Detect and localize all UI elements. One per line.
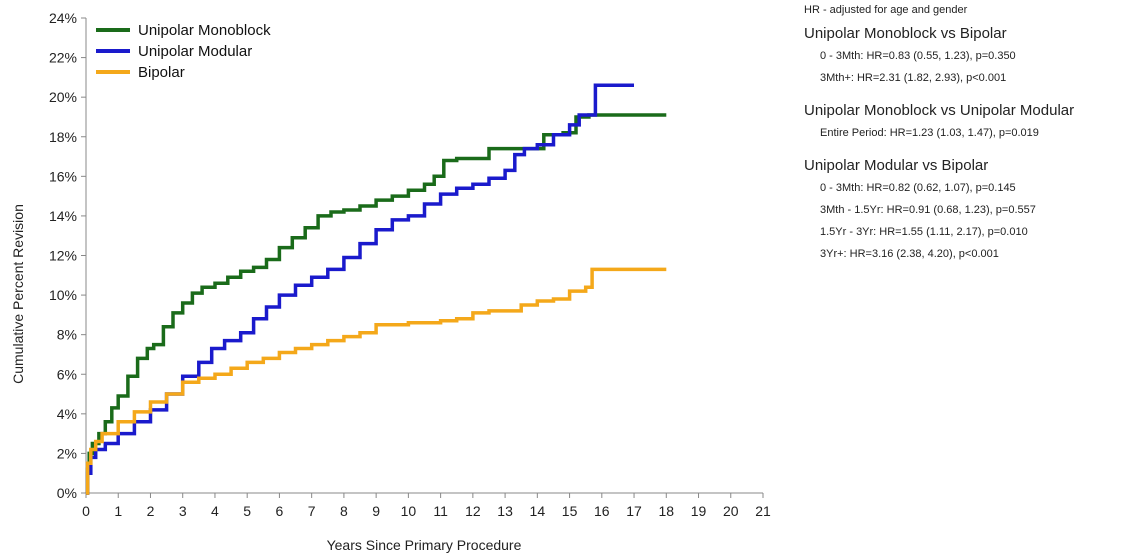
y-tick-label: 4% bbox=[57, 406, 77, 422]
x-tick-label: 19 bbox=[691, 503, 707, 519]
x-tick-label: 9 bbox=[372, 503, 380, 519]
y-tick-label: 18% bbox=[49, 129, 77, 145]
x-tick-label: 10 bbox=[401, 503, 417, 519]
x-tick-label: 7 bbox=[308, 503, 316, 519]
series-line-bipolar bbox=[85, 267, 667, 495]
comparison-list: Unipolar Monoblock vs Bipolar 0 - 3Mth: H… bbox=[804, 25, 1120, 260]
x-axis-title: Years Since Primary Procedure bbox=[327, 537, 522, 553]
x-tick-label: 11 bbox=[433, 503, 448, 519]
x-tick-label: 4 bbox=[211, 503, 219, 519]
x-tick-label: 20 bbox=[723, 503, 739, 519]
y-tick-label: 8% bbox=[57, 327, 77, 343]
x-tick-label: 13 bbox=[497, 503, 513, 519]
hazard-ratio-line: 0 - 3Mth: HR=0.83 (0.55, 1.23), p=0.350 bbox=[820, 50, 1016, 62]
x-tick-label: 3 bbox=[179, 503, 187, 519]
y-tick-label: 20% bbox=[49, 89, 77, 105]
y-tick-label: 22% bbox=[49, 50, 77, 66]
x-tick-label: 6 bbox=[276, 503, 284, 519]
x-tick-label: 8 bbox=[340, 503, 348, 519]
comparison-title: Unipolar Monoblock vs Bipolar bbox=[804, 25, 1007, 42]
y-tick-label: 24% bbox=[49, 10, 77, 26]
x-tick-label: 5 bbox=[243, 503, 251, 519]
y-tick-label: 12% bbox=[49, 248, 77, 264]
x-tick-label: 1 bbox=[114, 503, 122, 519]
comparison-title: Unipolar Monoblock vs Unipolar Modular bbox=[804, 102, 1075, 119]
legend-label-unipolar-monoblock: Unipolar Monoblock bbox=[138, 22, 271, 39]
series-lines bbox=[85, 83, 667, 495]
adjustment-note: HR - adjusted for age and gender bbox=[804, 4, 968, 16]
x-tick-label: 21 bbox=[755, 503, 771, 519]
axes bbox=[85, 18, 763, 494]
hazard-ratio-line: 3Yr+: HR=3.16 (2.38, 4.20), p<0.001 bbox=[820, 248, 999, 260]
comparison-block: Unipolar Monoblock vs Unipolar Modular En… bbox=[804, 102, 1120, 139]
x-axis-ticks: 0 1 2 3 4 5 6 7 8 9 10 11 12 13 14 15 16 17 18 19 20 21 bbox=[82, 493, 771, 519]
hazard-ratio-panel: HR - adjusted for age and gender Unipola… bbox=[804, 4, 1120, 278]
series-line-unipolar-monoblock bbox=[85, 113, 667, 495]
series-line-unipolar-modular bbox=[85, 83, 634, 495]
y-axis-title: Cumulative Percent Revision bbox=[10, 204, 26, 384]
comparison-title: Unipolar Modular vs Bipolar bbox=[804, 157, 989, 174]
y-tick-label: 2% bbox=[57, 445, 77, 461]
x-tick-label: 17 bbox=[626, 503, 642, 519]
x-tick-label: 15 bbox=[562, 503, 578, 519]
x-tick-label: 12 bbox=[465, 503, 481, 519]
x-tick-label: 18 bbox=[658, 503, 674, 519]
x-tick-label: 14 bbox=[530, 503, 546, 519]
y-tick-label: 16% bbox=[49, 168, 77, 184]
hazard-ratio-line: Entire Period: HR=1.23 (1.03, 1.47), p=0… bbox=[820, 127, 1039, 139]
x-tick-label: 2 bbox=[147, 503, 155, 519]
y-tick-label: 6% bbox=[57, 366, 77, 382]
comparison-block: Unipolar Modular vs Bipolar 0 - 3Mth: HR=… bbox=[804, 157, 1120, 260]
y-tick-label: 0% bbox=[57, 485, 77, 501]
legend-label-unipolar-modular: Unipolar Modular bbox=[138, 43, 252, 60]
y-tick-label: 14% bbox=[49, 208, 77, 224]
hazard-ratio-line: 1.5Yr - 3Yr: HR=1.55 (1.11, 2.17), p=0.0… bbox=[820, 226, 1028, 238]
x-tick-label: 0 bbox=[82, 503, 90, 519]
legend: Unipolar Monoblock Unipolar Modular Bipola… bbox=[96, 22, 271, 81]
y-tick-label: 10% bbox=[49, 287, 77, 303]
comparison-block: Unipolar Monoblock vs Bipolar 0 - 3Mth: H… bbox=[804, 25, 1120, 84]
hazard-ratio-line: 3Mth - 1.5Yr: HR=0.91 (0.68, 1.23), p=0.… bbox=[820, 204, 1036, 216]
y-axis-ticks: 0% 2% 4% 6% 8% 10% 12% 14% 16% 18% 20% 22% 24% bbox=[49, 10, 86, 501]
legend-label-bipolar: Bipolar bbox=[138, 64, 185, 81]
hazard-ratio-line: 0 - 3Mth: HR=0.82 (0.62, 1.07), p=0.145 bbox=[820, 182, 1016, 194]
hazard-ratio-line: 3Mth+: HR=2.31 (1.82, 2.93), p<0.001 bbox=[820, 72, 1007, 84]
x-tick-label: 16 bbox=[594, 503, 610, 519]
